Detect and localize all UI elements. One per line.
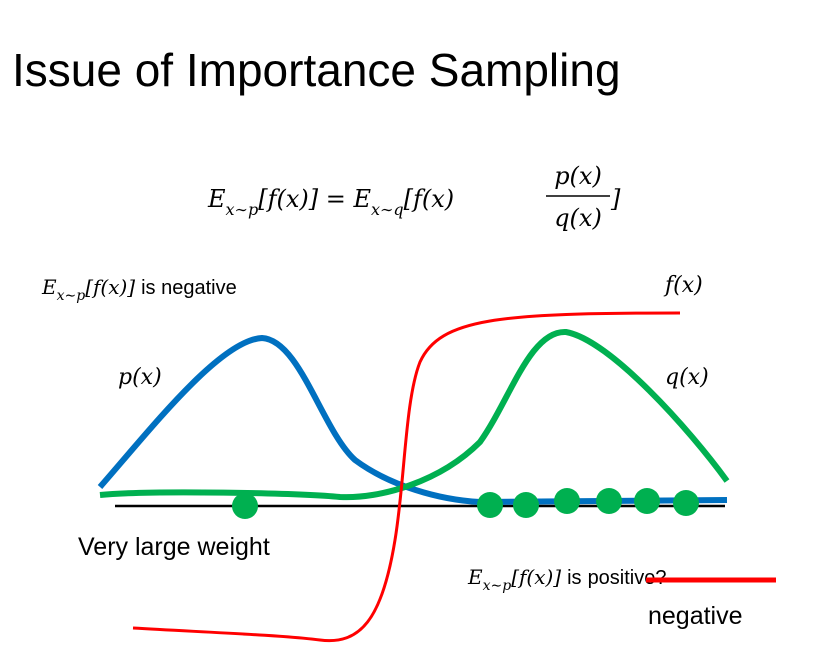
sample-dot [477,492,503,518]
sample-dot [596,488,622,514]
eq-part: [f(x)] = E [258,185,371,213]
eq-sub: x∼q [371,200,404,219]
q-curve [99,328,730,501]
sample-dot [554,488,580,514]
p-label: p(x) [118,365,162,390]
title: Issue of Importance Sampling [12,44,621,96]
sample-dot [513,492,539,518]
equation: Ex∼p[f(x)] = Ex∼q[f(x) p(x) q(x) ] [207,162,621,232]
note-expr: E [41,275,57,299]
sample-dot [673,490,699,516]
weight-note: Very large weight [78,533,270,561]
eq-part: [f(x) [404,185,455,213]
sample-dot [232,493,258,519]
eq-part: E [207,185,226,213]
note-expr: E [467,565,483,589]
note-expr: [f(x)] [511,565,561,589]
equation-left: Ex∼p[f(x)] = Ex∼q[f(x) [207,185,454,219]
numerator: p(x) [554,162,602,190]
f-label: f(x) [663,273,703,298]
correction: negative [648,602,743,630]
note-text: is negative [141,277,237,299]
p-curve [97,334,728,506]
equation-close: ] [610,185,621,213]
f-curve [132,311,681,643]
eq-sub: x∼p [226,200,259,219]
note-expr: [f(x)] [85,275,135,299]
denominator: q(x) [554,204,602,232]
struck-text: positive? [588,567,667,589]
note-sub: x∼p [57,288,86,304]
sample-dot [634,488,660,514]
note-sub: x∼p [483,578,512,594]
top-note: Ex∼p[f(x)] is negative [41,275,237,304]
samples [232,488,699,519]
note-text: is [567,567,581,589]
q-label: q(x) [665,365,709,390]
bottom-note: Ex∼p[f(x)] is positive? [467,565,667,594]
